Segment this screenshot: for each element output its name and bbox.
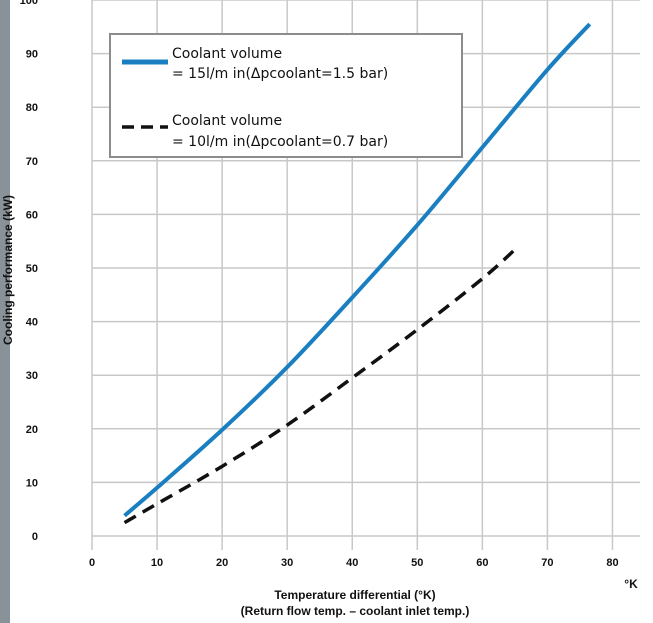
x-tick-30: 30 bbox=[281, 557, 293, 569]
x-tick-60: 60 bbox=[476, 557, 488, 569]
x-tick-40: 40 bbox=[346, 557, 358, 569]
legend-box bbox=[109, 33, 463, 158]
series-line-1 bbox=[123, 22, 592, 518]
axes: 0 10 20 30 40 50 60 70 80 90 100 0 10 20 30 40 50 60 70 80 bbox=[20, 0, 619, 569]
y-tick-60: 60 bbox=[26, 209, 38, 221]
y-tick-30: 30 bbox=[26, 370, 38, 382]
x-tick-50: 50 bbox=[411, 557, 423, 569]
series bbox=[123, 22, 592, 525]
legend-label-1-line2: = 15l/m in(Δpcoolant=1.5 bar) bbox=[172, 66, 388, 82]
x-axis-title: Temperature differential (°K) bbox=[274, 588, 435, 602]
x-axis-unit: °K bbox=[624, 577, 638, 591]
x-axis-subtitle: (Return flow temp. – coolant inlet temp.… bbox=[241, 604, 470, 618]
y-tick-100: 100 bbox=[20, 0, 38, 7]
y-axis-title: Cooling performance (kW) bbox=[1, 195, 15, 345]
legend: Coolant volume = 15l/m in(Δpcoolant=1.5 … bbox=[109, 33, 463, 158]
left-border-strip bbox=[0, 0, 10, 623]
y-tick-80: 80 bbox=[26, 102, 38, 114]
x-tick-70: 70 bbox=[541, 557, 553, 569]
legend-label-2-line2: = 10l/m in(Δpcoolant=0.7 bar) bbox=[172, 134, 388, 150]
y-tick-40: 40 bbox=[26, 317, 38, 329]
y-tick-90: 90 bbox=[26, 49, 38, 61]
legend-label-1-line1: Coolant volume bbox=[172, 46, 282, 62]
legend-label-2-line1: Coolant volume bbox=[172, 113, 282, 129]
x-tick-10: 10 bbox=[151, 557, 163, 569]
y-tick-50: 50 bbox=[26, 263, 38, 275]
y-tick-70: 70 bbox=[26, 156, 38, 168]
series-line-2 bbox=[123, 245, 520, 525]
y-tick-10: 10 bbox=[26, 477, 38, 489]
x-tick-20: 20 bbox=[216, 557, 228, 569]
x-tick-0: 0 bbox=[89, 557, 95, 569]
y-tick-20: 20 bbox=[26, 424, 38, 436]
x-tick-80: 80 bbox=[606, 557, 618, 569]
y-tick-0: 0 bbox=[32, 531, 38, 543]
